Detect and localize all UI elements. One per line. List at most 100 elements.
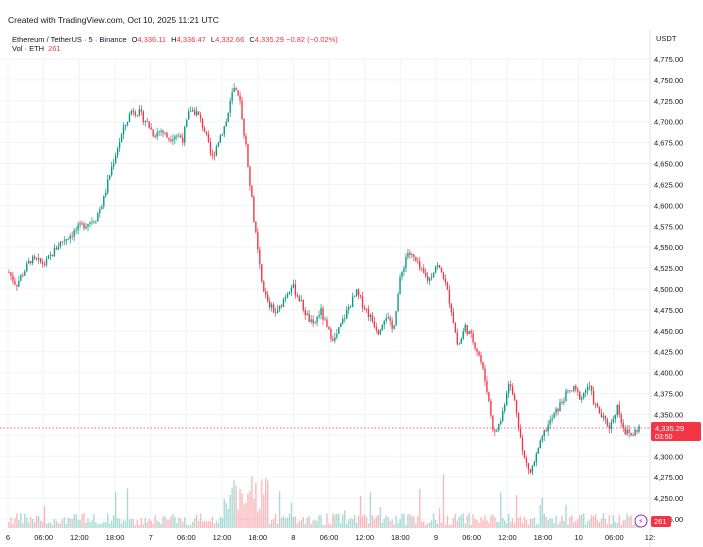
volume-bar (575, 520, 577, 528)
volume-bar (245, 502, 247, 528)
time-tick: 10 (574, 533, 582, 542)
volume-bar (472, 514, 474, 528)
candle-body (320, 308, 322, 315)
candle-body (107, 179, 109, 193)
volume-bar (525, 519, 528, 528)
volume-bar (130, 518, 133, 528)
candle-body (509, 384, 512, 387)
volume-bar (539, 505, 541, 528)
candle-body (397, 294, 399, 312)
price-tick: 4,750.00 (654, 76, 683, 85)
candle-body (148, 121, 150, 128)
volume-bar (529, 519, 532, 528)
candle-body (482, 362, 484, 369)
candle-body (43, 264, 46, 265)
candle-body (369, 314, 372, 317)
candle-body (600, 413, 603, 418)
volume-bar (316, 520, 318, 528)
candle-body (128, 114, 131, 122)
volume-bar (442, 474, 445, 528)
volume-bar (387, 517, 389, 528)
volume-bar (304, 523, 306, 528)
volume-bar (209, 521, 212, 528)
volume-bar (620, 524, 622, 528)
candle-body (630, 432, 632, 436)
candle-body (247, 144, 249, 167)
candle-body (434, 266, 437, 273)
change-value: −0.82 (−0.02%) (286, 35, 338, 44)
volume-bar (150, 520, 152, 528)
price-tick: 4,300.00 (654, 452, 683, 461)
candle-body (428, 278, 431, 281)
candle-body (276, 309, 279, 313)
candle-body (581, 397, 583, 400)
volume-bar (22, 523, 24, 528)
candle-body (500, 421, 502, 425)
volume-bar (18, 519, 20, 528)
volume-bar (178, 517, 180, 528)
candle-body (156, 132, 158, 137)
candle-body (286, 293, 289, 298)
candle-body (201, 118, 204, 128)
volume-bar (383, 518, 385, 528)
volume-bar (267, 480, 269, 528)
volume-bar (371, 515, 374, 528)
volume-bar (363, 514, 366, 528)
candle-body (618, 404, 620, 415)
volume-bar (326, 513, 328, 528)
candle-body (525, 458, 528, 464)
volume-bar (35, 515, 38, 528)
candle-body (217, 142, 220, 147)
candle-body (31, 256, 34, 264)
volume-bar (583, 513, 585, 528)
volume-bar (83, 513, 85, 528)
candle-body (180, 135, 182, 138)
price-tick: 4,500.00 (654, 285, 683, 294)
time-tick: 12:00 (213, 533, 232, 542)
volume-bar (10, 517, 12, 528)
candle-body (83, 223, 85, 229)
candle-body (521, 437, 524, 451)
volume-bar (182, 522, 184, 528)
volume-bar (107, 513, 109, 528)
candle-body (233, 88, 235, 93)
low-value: 4,332.66 (215, 35, 245, 44)
volume-value: 261 (48, 44, 61, 53)
volume-bar (55, 520, 58, 528)
candle-body (288, 292, 291, 294)
volume-bar (43, 505, 46, 528)
volume-bar (30, 516, 32, 528)
volume-bar (399, 519, 401, 528)
volume-bar (211, 516, 214, 528)
candle-body (363, 307, 366, 310)
volume-bar (389, 521, 391, 528)
candle-body (24, 271, 26, 276)
candle-body (344, 318, 346, 320)
volume-bar (156, 520, 158, 528)
volume-bar (505, 523, 508, 528)
volume-bar (282, 515, 285, 528)
candle-body (401, 272, 403, 278)
high-value: 4,336.47 (176, 35, 206, 44)
volume-bar (105, 522, 107, 528)
time-tick: 6 (6, 533, 10, 542)
candle-body (456, 332, 459, 345)
volume-bar (569, 516, 571, 528)
volume-bar (103, 521, 105, 528)
candle-body (209, 142, 212, 154)
symbol-name[interactable]: Ethereum / TetherUS · 5 · Binance (12, 35, 127, 44)
candle-body (476, 348, 478, 352)
candle-body (270, 304, 273, 308)
volume-bar (132, 519, 135, 528)
candle-body (37, 258, 40, 260)
candle-body (168, 137, 170, 140)
volume-bar (537, 524, 539, 528)
volume-bar (614, 522, 617, 528)
candle-body (504, 404, 506, 412)
candle-body (71, 235, 73, 237)
candle-body (259, 249, 261, 265)
volume-bar (545, 516, 547, 528)
candle-body (265, 291, 267, 295)
candle-body (51, 254, 54, 257)
